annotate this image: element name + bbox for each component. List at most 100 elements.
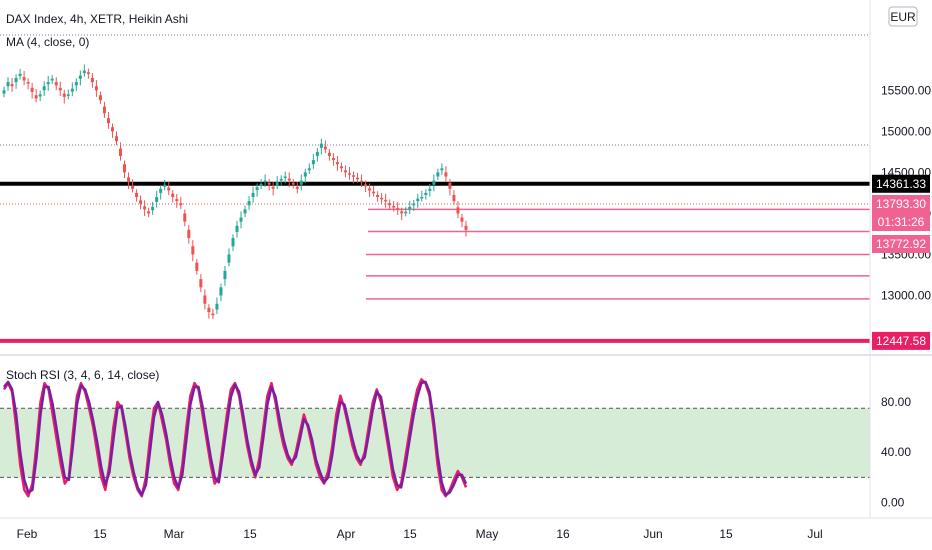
candle-body xyxy=(86,72,90,74)
candle-body xyxy=(436,172,440,177)
currency-button[interactable]: EUR xyxy=(888,6,918,27)
candle-body xyxy=(456,207,460,214)
stoch-tick-label: 80.00 xyxy=(881,395,911,409)
candle-body xyxy=(396,208,400,210)
candle-body xyxy=(263,180,267,183)
stoch-rsi-pane[interactable] xyxy=(0,378,870,498)
time-tick-label: Apr xyxy=(337,527,356,541)
candle-body xyxy=(315,151,319,156)
price-tag: 01:31:26 xyxy=(872,213,930,231)
time-tick-label: Feb xyxy=(17,527,38,541)
candle-body xyxy=(147,211,151,214)
candle-body xyxy=(215,303,219,310)
candle-body xyxy=(26,82,30,84)
candle-body xyxy=(287,178,291,181)
stoch-series-d xyxy=(3,380,468,497)
candle-body xyxy=(90,77,94,83)
candle-body xyxy=(171,193,175,198)
candle-body xyxy=(416,198,420,202)
candle-body xyxy=(179,203,183,206)
price-axis[interactable]: 13000.0013500.0014000.0014500.0015000.00… xyxy=(881,83,931,302)
candle-body xyxy=(448,182,452,189)
candle-body xyxy=(275,182,279,186)
candle-body xyxy=(408,206,412,210)
candle-body xyxy=(102,106,106,114)
candle-body xyxy=(6,82,10,87)
candle-body xyxy=(70,88,74,92)
time-tick-label: Mar xyxy=(164,527,185,541)
candle-body xyxy=(376,194,380,198)
candle-body xyxy=(110,127,114,132)
candle-body xyxy=(82,70,86,74)
candle-body xyxy=(347,173,351,175)
candle-body xyxy=(279,178,283,181)
candle-body xyxy=(98,95,102,101)
price-tag-box xyxy=(872,213,930,231)
stoch-legend: Stoch RSI (3, 4, 6, 14, close) xyxy=(6,368,159,382)
price-pane[interactable] xyxy=(0,34,870,343)
time-tick-label: 16 xyxy=(556,527,570,541)
candle-body xyxy=(291,182,295,185)
candle-body xyxy=(440,168,444,171)
chart-title: DAX Index, 4h, XETR, Heikin Ashi xyxy=(6,12,188,26)
candle-body xyxy=(199,279,203,288)
candle-body xyxy=(143,206,147,210)
price-tag: 12447.58 xyxy=(872,331,930,350)
candle-body xyxy=(62,93,66,97)
price-tags: 14361.33 13793.30 01:31:26 13772.92 12447.58 xyxy=(872,174,930,350)
stoch-tick-label: 0.00 xyxy=(881,495,905,509)
candle-body xyxy=(255,187,259,191)
candle-body xyxy=(420,197,424,199)
candle-body xyxy=(135,192,139,198)
horizontal-lines[interactable] xyxy=(0,181,870,343)
time-tick-label: 15 xyxy=(93,527,107,541)
candle-body xyxy=(243,209,247,214)
price-tag-box xyxy=(872,195,930,213)
candle-body xyxy=(78,75,82,79)
stoch-lines xyxy=(2,378,468,498)
candle-body xyxy=(54,82,58,86)
stoch-axis[interactable]: 0.00 40.00 80.00 xyxy=(881,395,911,509)
candle-body xyxy=(412,203,416,206)
candle-body xyxy=(163,184,167,187)
time-axis[interactable]: Feb 15 Mar 15 Apr 15 May 16 Jun 15 Jul xyxy=(17,527,823,541)
candle-body xyxy=(18,73,22,76)
candle-body xyxy=(307,168,311,171)
price-tag: 13772.92 xyxy=(872,235,930,253)
price-tag: 14361.33 xyxy=(872,174,930,193)
candle-body xyxy=(223,270,227,280)
candle-body xyxy=(452,194,456,202)
price-tag: 13793.30 xyxy=(872,195,930,213)
candle-body xyxy=(119,148,123,156)
candle-body xyxy=(66,94,70,96)
stoch-guides xyxy=(0,407,870,478)
candle-body xyxy=(159,188,163,193)
time-tick-label: Jun xyxy=(643,527,662,541)
candle-body xyxy=(356,177,360,180)
candle-body xyxy=(424,192,428,195)
candle-body xyxy=(267,182,271,185)
candle-body xyxy=(151,206,155,211)
candle-body xyxy=(323,146,327,150)
candle-body xyxy=(327,152,331,156)
candle-body xyxy=(30,87,34,92)
candle-body xyxy=(259,183,263,186)
candle-body xyxy=(203,295,207,304)
candle-body xyxy=(114,136,118,142)
price-tag-label: 14361.33 xyxy=(876,177,926,191)
price-tick-label: 15500.00 xyxy=(881,83,931,97)
candle-body xyxy=(155,197,159,202)
candle-body xyxy=(46,82,50,85)
candle-body xyxy=(191,246,195,255)
price-tag-label: 12447.58 xyxy=(876,334,926,348)
time-tick-label: May xyxy=(476,527,499,541)
candle-body xyxy=(335,162,339,165)
candle-body xyxy=(380,197,384,200)
candle-body xyxy=(444,172,448,177)
price-tag-box xyxy=(872,174,930,193)
time-tick-label: 15 xyxy=(243,527,257,541)
candle-body xyxy=(247,201,251,206)
candle-body xyxy=(219,287,223,296)
candle-body xyxy=(339,166,343,169)
